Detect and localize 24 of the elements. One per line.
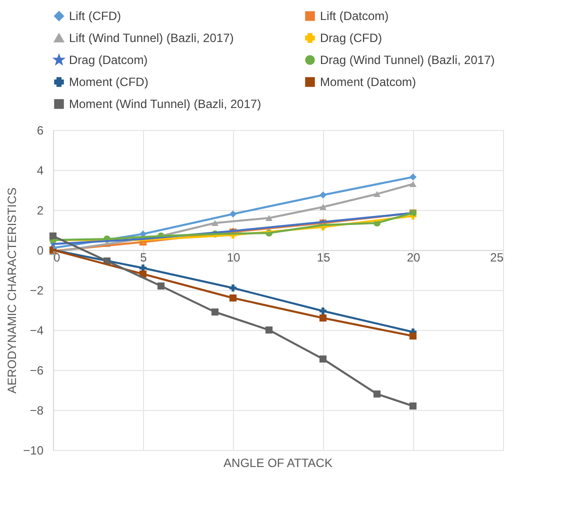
y-tick-label: 4	[36, 164, 44, 178]
legend-label: Moment (Wind Tunnel) (Bazli, 2017)	[69, 97, 262, 111]
y-tick-label: −6	[30, 364, 44, 378]
x-axis-title: ANGLE OF ATTACK	[224, 456, 332, 470]
legend-label: Drag (Datcom)	[69, 53, 148, 67]
y-tick-label: 2	[36, 204, 44, 218]
legend-label: Drag (CFD)	[320, 31, 382, 45]
y-tick-label: −4	[30, 324, 44, 338]
y-axis-title: AERODYNAMIC CHARACTERISTICS	[5, 187, 20, 394]
legend-label: Moment (CFD)	[69, 75, 148, 89]
y-tick-label: −2	[30, 284, 44, 298]
y-tick-label: −10	[23, 444, 44, 458]
legend-label: Moment (Datcom)	[320, 75, 416, 89]
legend-label: Lift (CFD)	[69, 9, 121, 24]
x-tick-label: 10	[226, 250, 240, 264]
legend-label: Drag (Wind Tunnel) (Bazli, 2017)	[320, 53, 495, 67]
legend-label: Lift (Wind Tunnel) (Bazli, 2017)	[69, 31, 234, 45]
legend-label: Lift (Datcom)	[320, 9, 389, 24]
x-tick-label: 25	[490, 250, 504, 264]
x-tick-label: 20	[406, 250, 420, 264]
x-tick-label: 15	[316, 250, 330, 264]
y-tick-label: 6	[36, 124, 44, 138]
x-tick-label: 5	[140, 250, 148, 264]
y-tick-label: −8	[30, 404, 44, 418]
